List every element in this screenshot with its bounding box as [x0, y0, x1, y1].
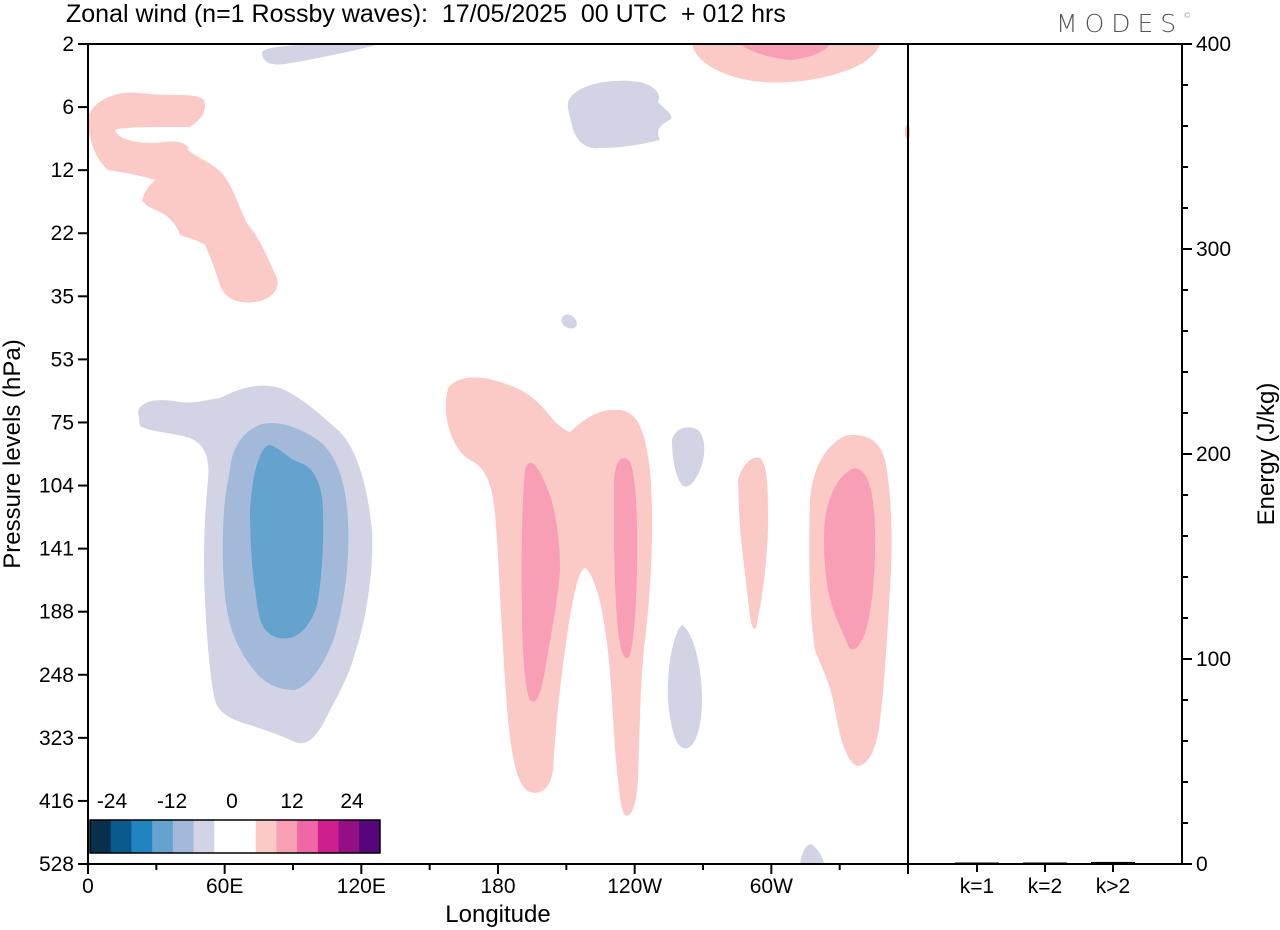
x-tick-label: 120W — [607, 875, 662, 898]
y-tick-label: 12 — [51, 159, 74, 182]
contour-positive-medium — [740, 44, 830, 60]
colorbar: -24 -12 0 12 24 — [89, 790, 381, 854]
x-tick-label: 0 — [82, 875, 94, 898]
x-axis-ticks: 0 60E 120E 180 120W 60W — [82, 864, 909, 898]
energy-panel-frame — [907, 43, 1183, 865]
energy-tick-label: 200 — [1196, 443, 1231, 466]
energy-tick-label: 100 — [1196, 648, 1231, 671]
y-axis-ticks: 2 6 12 22 35 53 75 104 141 188 248 323 416 528 — [39, 33, 88, 876]
energy-bar — [1091, 861, 1135, 864]
colorbar-frame — [89, 819, 381, 854]
colorbar-swatch — [235, 820, 257, 853]
colorbar-label: 12 — [280, 790, 303, 813]
y-tick-label: 2 — [62, 33, 74, 56]
contour-negative-light — [262, 44, 380, 65]
colorbar-swatch — [172, 820, 195, 853]
y-tick-label: 53 — [51, 348, 74, 371]
x-tick-label: 120E — [337, 875, 386, 898]
y-tick-label: 22 — [51, 222, 74, 245]
contour-negative-light — [567, 80, 672, 149]
y-axis-title: Pressure levels (hPa) — [0, 339, 26, 568]
x-tick-label: 60E — [206, 875, 243, 898]
y-tick-label: 323 — [39, 727, 74, 750]
colorbar-swatch — [131, 820, 153, 853]
x-tick-label: 60W — [750, 875, 793, 898]
colorbar-swatch — [255, 820, 277, 853]
energy-bar — [955, 862, 999, 864]
contour-positive-medium — [521, 462, 560, 702]
colorbar-label: -24 — [97, 790, 128, 813]
colorbar-swatch — [214, 820, 236, 853]
colorbar-swatch — [317, 820, 340, 853]
energy-axis: 0 100 200 300 400 — [1182, 33, 1231, 876]
contour-negative-light — [800, 844, 824, 864]
colorbar-label: 0 — [226, 790, 238, 813]
y-tick-label: 248 — [39, 664, 74, 687]
colorbar-swatch — [297, 820, 319, 853]
energy-tick-label: 400 — [1196, 33, 1231, 56]
energy-category-label: k>2 — [1096, 875, 1130, 898]
energy-category-label: k=1 — [960, 875, 994, 898]
y-tick-label: 188 — [39, 601, 74, 624]
colorbar-label: 24 — [340, 790, 364, 813]
energy-bars: k=1 k=2 k>2 — [955, 861, 1135, 898]
y-tick-label: 416 — [39, 790, 74, 813]
modes-logo: MODES© — [1056, 9, 1192, 38]
contour-positive-light — [88, 92, 278, 303]
colorbar-swatch — [359, 820, 381, 853]
contour-positive-light — [738, 457, 768, 629]
x-tick-label: 180 — [480, 875, 515, 898]
colorbar-swatch — [152, 820, 174, 853]
y-tick-label: 35 — [51, 285, 74, 308]
contour-negative-strong — [250, 445, 324, 639]
contour-negative-light — [672, 427, 705, 487]
contour-negative-light — [561, 314, 577, 329]
contour-fields — [88, 44, 910, 864]
energy-tick-label: 0 — [1196, 853, 1208, 876]
contour-negative-light — [667, 625, 702, 749]
y-tick-label: 75 — [51, 411, 74, 434]
energy-bar — [1023, 862, 1067, 864]
contour-positive-light — [692, 44, 880, 83]
colorbar-label: -12 — [157, 790, 187, 813]
y-tick-label: 528 — [39, 853, 74, 876]
energy-axis-title: Energy (J/kg) — [1253, 383, 1280, 526]
colorbar-swatch — [90, 820, 112, 853]
y-tick-label: 141 — [39, 538, 74, 561]
y-tick-label: 104 — [39, 475, 74, 498]
colorbar-swatch — [338, 820, 360, 853]
energy-tick-label: 300 — [1196, 238, 1231, 261]
y-tick-label: 6 — [62, 96, 74, 119]
x-axis-title: Longitude — [445, 901, 550, 928]
contour-positive-medium — [614, 458, 638, 659]
colorbar-swatch — [110, 820, 132, 853]
colorbar-swatch — [193, 820, 215, 853]
chart-title: Zonal wind (n=1 Rossby waves): 17/05/202… — [66, 0, 786, 28]
colorbar-swatch — [276, 820, 298, 853]
contour-positive-medium — [824, 468, 876, 650]
energy-category-label: k=2 — [1028, 875, 1062, 898]
